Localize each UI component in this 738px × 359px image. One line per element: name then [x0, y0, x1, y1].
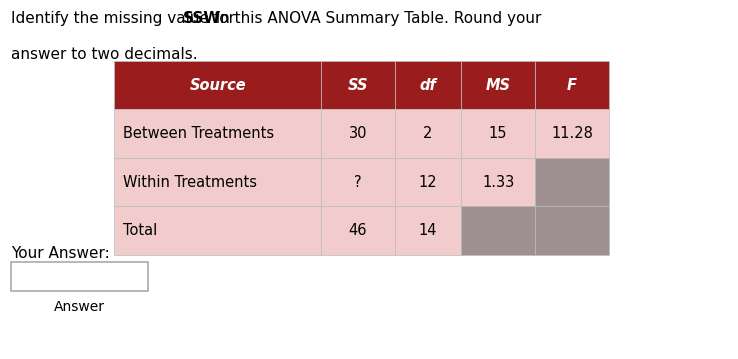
Bar — [321, 158, 395, 206]
Bar — [461, 61, 535, 109]
Bar — [11, 262, 148, 291]
Text: SS: SS — [348, 78, 368, 93]
Text: Total: Total — [123, 223, 157, 238]
Text: 1.33: 1.33 — [482, 175, 514, 190]
Text: SSW: SSW — [183, 11, 221, 26]
Text: Answer: Answer — [54, 300, 105, 314]
Text: Between Treatments: Between Treatments — [123, 126, 275, 141]
Text: Within Treatments: Within Treatments — [123, 175, 258, 190]
Bar — [114, 109, 321, 158]
Text: 12: 12 — [418, 175, 438, 190]
Bar — [461, 158, 535, 206]
Text: in this ANOVA Summary Table. Round your: in this ANOVA Summary Table. Round your — [211, 11, 542, 26]
Bar — [395, 206, 461, 255]
Bar — [535, 206, 609, 255]
Bar — [395, 109, 461, 158]
Text: 2: 2 — [424, 126, 432, 141]
Bar — [395, 158, 461, 206]
Text: Source: Source — [190, 78, 246, 93]
Text: MS: MS — [486, 78, 511, 93]
Bar — [535, 158, 609, 206]
Bar — [461, 206, 535, 255]
Text: Your Answer:: Your Answer: — [11, 246, 110, 261]
Bar — [535, 109, 609, 158]
Bar — [395, 61, 461, 109]
Text: 30: 30 — [348, 126, 368, 141]
Text: answer to two decimals.: answer to two decimals. — [11, 47, 198, 62]
Text: 46: 46 — [348, 223, 368, 238]
Bar — [535, 61, 609, 109]
Bar — [461, 109, 535, 158]
Text: 14: 14 — [418, 223, 438, 238]
Text: Identify the missing value for: Identify the missing value for — [11, 11, 240, 26]
Text: 15: 15 — [489, 126, 508, 141]
Bar — [114, 206, 321, 255]
Bar — [114, 158, 321, 206]
Text: F: F — [567, 78, 577, 93]
Text: 11.28: 11.28 — [551, 126, 593, 141]
Text: ?: ? — [354, 175, 362, 190]
Bar — [114, 61, 321, 109]
Text: df: df — [420, 78, 436, 93]
Bar — [321, 206, 395, 255]
Bar — [321, 109, 395, 158]
Bar — [321, 61, 395, 109]
